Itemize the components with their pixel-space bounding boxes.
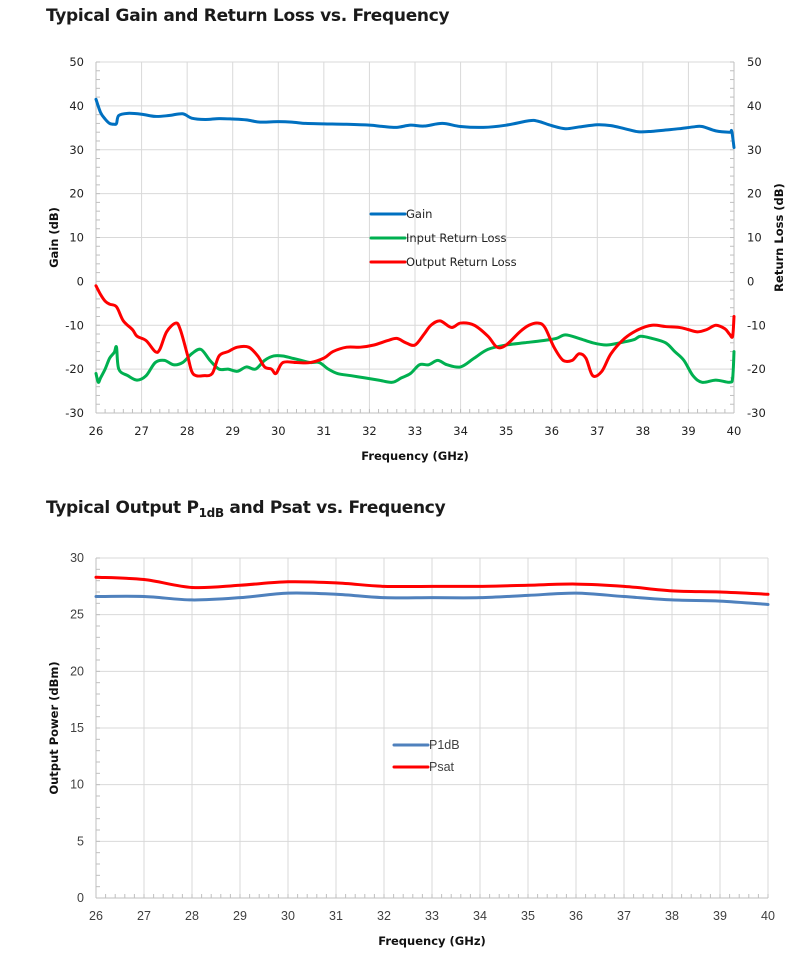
x-tick-label: 39 bbox=[681, 424, 696, 438]
x-tick-label: 29 bbox=[225, 424, 240, 438]
x-tick-label: 36 bbox=[569, 909, 583, 923]
title-subscript: 1dB bbox=[198, 506, 224, 520]
series-line-p1db bbox=[94, 591, 770, 606]
y-tick-label: 0 bbox=[77, 891, 84, 905]
x-tick-label: 28 bbox=[180, 424, 195, 438]
y-tick-label: 0 bbox=[77, 274, 84, 288]
series-line-psat bbox=[94, 575, 770, 596]
x-tick-label: 32 bbox=[377, 909, 391, 923]
x-tick-label: 40 bbox=[727, 424, 742, 438]
x-tick-label: 36 bbox=[544, 424, 559, 438]
legend-label-output-return-loss: Output Return Loss bbox=[406, 255, 517, 269]
x-tick-label: 26 bbox=[89, 424, 104, 438]
legend-label-input-return-loss: Input Return Loss bbox=[406, 231, 506, 245]
y-tick-label: 10 bbox=[69, 231, 84, 245]
chart-title-gain-return-loss: Typical Gain and Return Loss vs. Frequen… bbox=[46, 6, 450, 26]
x-tick-label: 35 bbox=[521, 909, 535, 923]
gain-return-loss-chart: 26 27 28 29 30 31 32 33 34 35 36 37 38 39 40 50 40 30 20 10… bbox=[47, 55, 786, 463]
title-prefix: Typical Output P bbox=[46, 498, 199, 518]
y-tick-label: 30 bbox=[70, 551, 84, 565]
x-tick-label: 31 bbox=[329, 909, 343, 923]
y-tick-label: 40 bbox=[69, 99, 84, 113]
y-axis-label: Output Power (dBm) bbox=[47, 661, 61, 794]
y-right-tick-label: 10 bbox=[747, 231, 762, 245]
x-tick-label: 35 bbox=[499, 424, 514, 438]
y-tick-label: 50 bbox=[69, 55, 84, 69]
y-tick-label: -20 bbox=[65, 362, 84, 376]
y-right-tick-label: 20 bbox=[747, 187, 762, 201]
x-tick-label: 38 bbox=[636, 424, 651, 438]
y-right-tick-label: 0 bbox=[747, 274, 754, 288]
gridlines bbox=[95, 557, 769, 899]
chart-title-output-power: Typical Output P1dB and Psat vs. Frequen… bbox=[46, 498, 446, 520]
x-tick-label: 37 bbox=[590, 424, 605, 438]
legend-label-gain: Gain bbox=[406, 207, 432, 221]
x-tick-label: 34 bbox=[453, 424, 468, 438]
y-right-tick-label: -20 bbox=[747, 362, 766, 376]
x-tick-label: 27 bbox=[134, 424, 149, 438]
y-right-tick-label: 40 bbox=[747, 99, 762, 113]
x-tick-label: 34 bbox=[473, 909, 487, 923]
x-tick-label: 26 bbox=[89, 909, 103, 923]
series-line-input-return-loss bbox=[94, 333, 736, 384]
y-tick-label: -10 bbox=[65, 318, 84, 332]
x-tick-label: 33 bbox=[425, 909, 439, 923]
legend-label-p1db: P1dB bbox=[429, 738, 460, 752]
x-tick-label: 27 bbox=[137, 909, 151, 923]
y-right-tick-label: -10 bbox=[747, 318, 766, 332]
y-tick-label: 20 bbox=[70, 664, 84, 678]
y-tick-label: -30 bbox=[65, 406, 84, 420]
x-tick-label: 30 bbox=[281, 909, 295, 923]
y-right-tick-label: 30 bbox=[747, 143, 762, 157]
x-tick-label: 37 bbox=[617, 909, 631, 923]
y-tick-label: 30 bbox=[69, 143, 84, 157]
title-suffix: and Psat vs. Frequency bbox=[223, 498, 446, 518]
y-tick-label: 25 bbox=[70, 608, 84, 622]
x-tick-label: 31 bbox=[317, 424, 332, 438]
x-tick-label: 39 bbox=[713, 909, 727, 923]
x-tick-label: 28 bbox=[185, 909, 199, 923]
y-tick-label: 10 bbox=[70, 778, 84, 792]
x-tick-label: 38 bbox=[665, 909, 679, 923]
y-right-tick-label: -30 bbox=[747, 406, 766, 420]
y-right-tick-label: 50 bbox=[747, 55, 762, 69]
y-tick-label: 15 bbox=[70, 721, 84, 735]
x-axis-label: Frequency (GHz) bbox=[378, 934, 486, 948]
y-right-axis-label: Return Loss (dB) bbox=[772, 183, 786, 292]
series-line-output-return-loss bbox=[94, 284, 736, 378]
y-tick-label: 20 bbox=[69, 187, 84, 201]
x-tick-label: 29 bbox=[233, 909, 247, 923]
x-tick-label: 30 bbox=[271, 424, 286, 438]
legend-label-psat: Psat bbox=[429, 760, 455, 774]
x-tick-label: 40 bbox=[761, 909, 775, 923]
y-tick-label: 5 bbox=[77, 834, 84, 848]
x-tick-label: 32 bbox=[362, 424, 377, 438]
y-axis-label: Gain (dB) bbox=[47, 207, 61, 268]
series-line-gain bbox=[94, 97, 736, 150]
x-axis-label: Frequency (GHz) bbox=[361, 449, 469, 463]
x-tick-label: 33 bbox=[408, 424, 423, 438]
